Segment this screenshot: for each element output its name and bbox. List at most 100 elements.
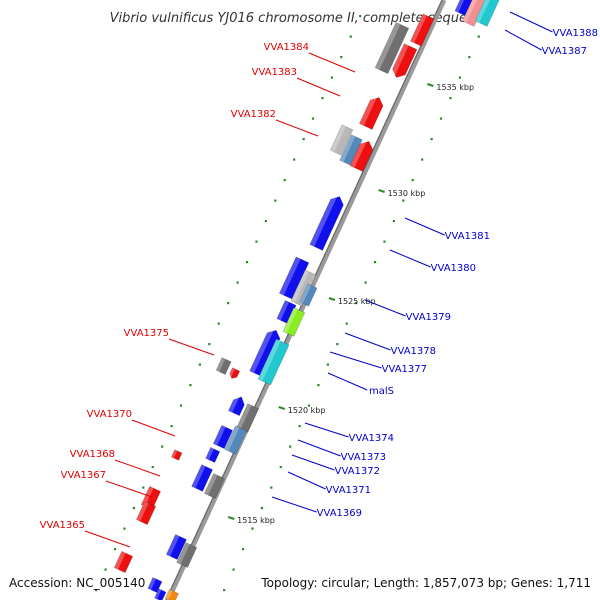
track-dot bbox=[289, 445, 292, 448]
track-dot bbox=[179, 404, 183, 407]
track-dot bbox=[321, 97, 324, 100]
track-dot bbox=[264, 220, 267, 223]
gene-block bbox=[228, 394, 245, 417]
forward-label-leader bbox=[344, 332, 391, 351]
track-dot bbox=[170, 425, 173, 428]
track-dot bbox=[279, 466, 282, 469]
track-dot bbox=[95, 589, 98, 592]
track-dot bbox=[311, 117, 315, 120]
kbp-tick-label: 1525 kbp bbox=[338, 297, 376, 306]
track-dot bbox=[236, 281, 239, 284]
forward-gene-label: VVA1388 bbox=[553, 28, 598, 39]
track-dot bbox=[411, 179, 414, 182]
gene-block bbox=[135, 501, 157, 525]
track-dot bbox=[208, 343, 211, 346]
track-dot bbox=[241, 548, 245, 551]
forward-label-leader bbox=[297, 439, 341, 457]
gene-block bbox=[224, 425, 247, 455]
map-title: Vibrio vulnificus YJ016 chromosome II, c… bbox=[110, 11, 491, 26]
track-dot bbox=[217, 322, 220, 325]
forward-label-leader bbox=[287, 471, 326, 490]
gene-block bbox=[410, 13, 435, 47]
track-dot bbox=[383, 240, 386, 243]
track-dot bbox=[364, 281, 367, 284]
track-dot bbox=[458, 76, 462, 79]
forward-label-leader bbox=[271, 496, 317, 513]
kbp-tick-label: 1530 kbp bbox=[388, 189, 426, 198]
gene-block bbox=[170, 449, 183, 461]
track-dot bbox=[227, 302, 230, 305]
track-dot bbox=[223, 589, 226, 592]
forward-gene-label: VVA1371 bbox=[326, 485, 371, 496]
forward-label-leader bbox=[327, 372, 368, 391]
reverse-label-leader bbox=[308, 52, 356, 73]
track-dot bbox=[270, 486, 273, 489]
reverse-label-leader bbox=[296, 77, 341, 97]
forward-label-leader bbox=[304, 422, 349, 438]
track-dot bbox=[298, 425, 301, 428]
accession-text: Accession: NC_005140 bbox=[9, 576, 145, 590]
track-dot bbox=[283, 179, 286, 182]
gene-block bbox=[203, 473, 225, 499]
forward-gene-label: malS bbox=[369, 386, 394, 397]
topology-text: Topology: circular; Length: 1,857,073 bp… bbox=[260, 576, 591, 590]
forward-label-leader bbox=[291, 454, 335, 471]
gene-block bbox=[147, 577, 163, 593]
track-dot bbox=[359, 15, 362, 18]
track-dot bbox=[477, 35, 480, 38]
gene-block bbox=[374, 21, 410, 75]
track-dot bbox=[142, 486, 145, 489]
gene-block bbox=[390, 43, 418, 78]
gene-block bbox=[236, 403, 260, 433]
track-dot bbox=[123, 527, 126, 530]
reverse-gene-label: VVA1383 bbox=[252, 67, 297, 78]
track-dot bbox=[402, 199, 405, 202]
gene-block bbox=[474, 0, 500, 27]
gene-block bbox=[191, 464, 213, 492]
kbp-tick-mark bbox=[378, 189, 385, 193]
gene-block bbox=[113, 550, 134, 574]
gene-block bbox=[349, 138, 374, 172]
gene-block bbox=[309, 193, 344, 251]
reverse-gene-label: VVA1365 bbox=[40, 520, 85, 531]
forward-label-leader bbox=[329, 351, 382, 369]
gene-block bbox=[257, 338, 290, 386]
track-dot bbox=[189, 384, 192, 387]
gene-block bbox=[215, 357, 232, 375]
forward-label-leader bbox=[504, 29, 542, 51]
gene-block bbox=[205, 447, 221, 463]
gene-block bbox=[154, 588, 167, 600]
track-dot bbox=[317, 384, 320, 387]
forward-label-leader bbox=[389, 249, 431, 268]
reverse-label-leader bbox=[114, 459, 161, 477]
track-dot bbox=[255, 240, 258, 243]
gene-block bbox=[228, 367, 241, 379]
gene-block bbox=[359, 94, 384, 130]
track-dot bbox=[113, 548, 117, 551]
gene-block bbox=[164, 588, 179, 600]
track-dot bbox=[421, 158, 424, 161]
track-dot bbox=[340, 56, 343, 59]
reverse-label-leader bbox=[84, 530, 131, 548]
track-dot bbox=[468, 56, 471, 59]
track-dot bbox=[330, 76, 334, 79]
kbp-tick-mark bbox=[227, 516, 235, 520]
kbp-tick-label: 1520 kbp bbox=[288, 406, 326, 415]
track-dot bbox=[449, 97, 452, 100]
kbp-tick-mark bbox=[278, 406, 286, 410]
reverse-gene-label: VVA1368 bbox=[70, 449, 115, 460]
reverse-gene-label: VVA1375 bbox=[124, 328, 169, 339]
forward-gene-label: VVA1372 bbox=[335, 466, 380, 477]
track-dot bbox=[198, 363, 201, 366]
track-dot bbox=[336, 343, 339, 346]
forward-gene-label: VVA1379 bbox=[406, 312, 451, 323]
reverse-label-leader bbox=[275, 119, 319, 137]
forward-label-leader bbox=[404, 217, 445, 236]
gene-features bbox=[113, 0, 500, 600]
forward-gene-label: VVA1373 bbox=[341, 452, 386, 463]
gene-labels: VVA1388 VVA1387 VVA1381 VVA1380 VVA1379 VVA13… bbox=[40, 11, 598, 548]
track-dot bbox=[326, 363, 329, 366]
gene-block bbox=[282, 307, 306, 337]
track-dot bbox=[355, 302, 358, 305]
track-dot bbox=[245, 261, 249, 264]
